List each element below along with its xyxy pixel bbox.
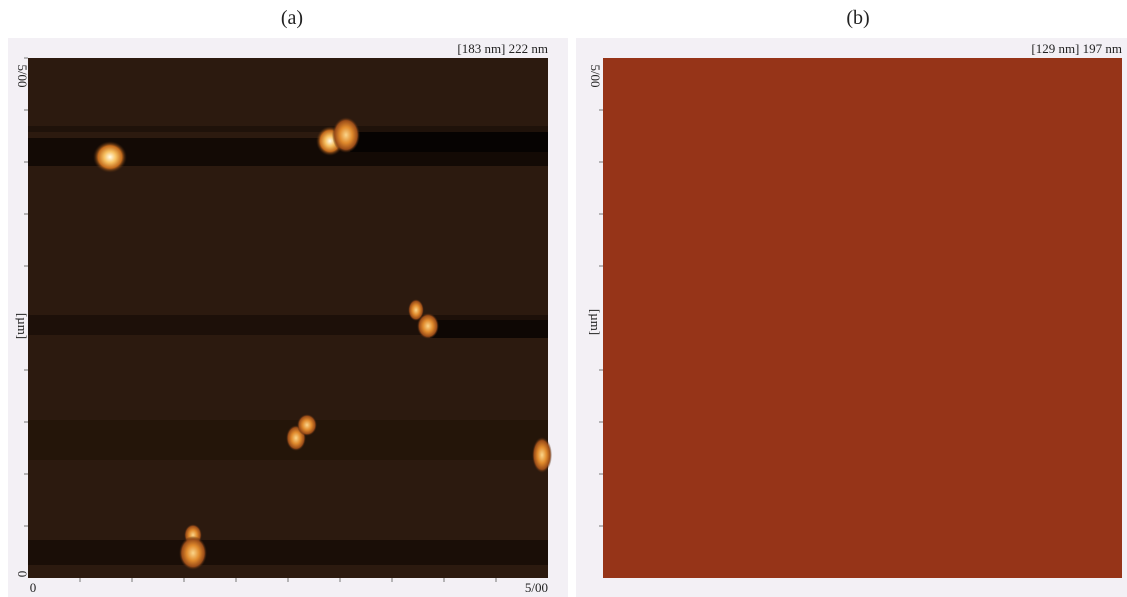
panel-header: [129 nm] 197 nm [1031, 41, 1122, 56]
afm-image [603, 58, 1122, 578]
x-axis-left-label: 0 [30, 580, 37, 595]
figure: (a) [183 nm] 222 nm 5/00 0 [µm] 0 [0, 0, 1127, 597]
page: (a) [183 nm] 222 nm 5/00 0 [µm] 0 [0, 0, 1127, 597]
y-axis-top-label: 5/00 [15, 64, 30, 87]
y-axis-label: [µm] [15, 313, 30, 339]
y-axis-bottom-label: 0 [15, 571, 30, 578]
panel-header: [183 nm] 222 nm [457, 41, 548, 56]
y-axis-label: [µm] [588, 309, 603, 335]
panel-caption: (a) [281, 7, 303, 29]
y-axis-top-label: 5/00 [588, 64, 603, 87]
x-axis-right-label: 5/00 [525, 580, 548, 595]
panel-caption: (b) [846, 7, 869, 29]
afm-image [28, 58, 552, 578]
